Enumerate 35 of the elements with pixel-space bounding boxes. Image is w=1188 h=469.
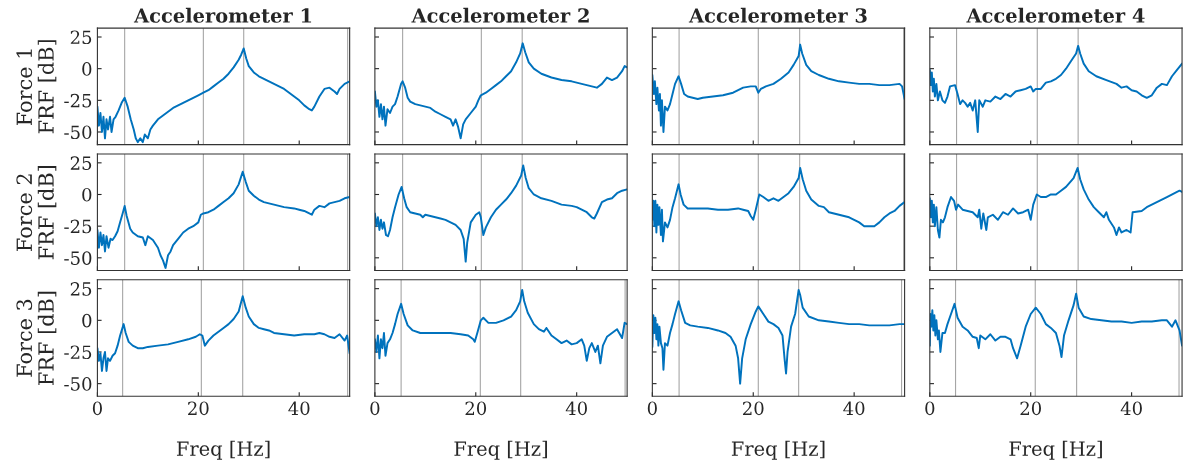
chart-title: Accelerometer 2 <box>411 7 589 23</box>
y-tick-label: -50 <box>64 125 92 140</box>
y-axis-title: Force 1 FRF [dB] <box>16 40 57 134</box>
y-tick-label: 0 <box>82 313 92 328</box>
x-axis-title: Freq [Hz] <box>731 440 825 460</box>
x-axis-title: Freq [Hz] <box>1009 440 1102 460</box>
y-tick-label: 25 <box>70 282 92 296</box>
y-tick-label: -50 <box>64 251 92 265</box>
y-tick-label: 25 <box>70 30 92 45</box>
y-tick-label: 0 <box>82 187 92 202</box>
x-tick-label: 20 <box>1020 401 1041 416</box>
x-tick-label: 20 <box>742 401 764 416</box>
x-tick-label: 0 <box>370 401 380 416</box>
y-tick-label: -25 <box>64 345 92 360</box>
x-axis-title: Freq [Hz] <box>176 440 270 460</box>
y-axis-title: Force 3 FRF [dB] <box>16 291 57 385</box>
x-tick-label: 40 <box>843 401 865 416</box>
x-tick-label: 40 <box>1120 401 1142 416</box>
y-tick-label: -50 <box>64 377 92 391</box>
y-axis-title: Force 2 FRF [dB] <box>16 165 57 260</box>
x-tick-label: 20 <box>188 401 209 416</box>
x-axis-title: Freq [Hz] <box>454 440 547 460</box>
y-tick-label: -25 <box>64 219 92 234</box>
chart-title: Accelerometer 1 <box>133 7 312 23</box>
x-tick-label: 40 <box>288 401 310 416</box>
chart-title: Accelerometer 4 <box>966 7 1145 23</box>
y-tick-label: 25 <box>70 156 92 170</box>
y-tick-label: 0 <box>82 62 92 76</box>
chart-title: Accelerometer 3 <box>688 7 867 23</box>
x-tick-label: 40 <box>565 401 587 416</box>
x-tick-label: 20 <box>465 401 487 416</box>
x-tick-label: 0 <box>647 401 657 416</box>
x-tick-label: 0 <box>92 401 102 416</box>
x-tick-label: 0 <box>925 401 935 416</box>
y-tick-label: -25 <box>64 93 92 108</box>
